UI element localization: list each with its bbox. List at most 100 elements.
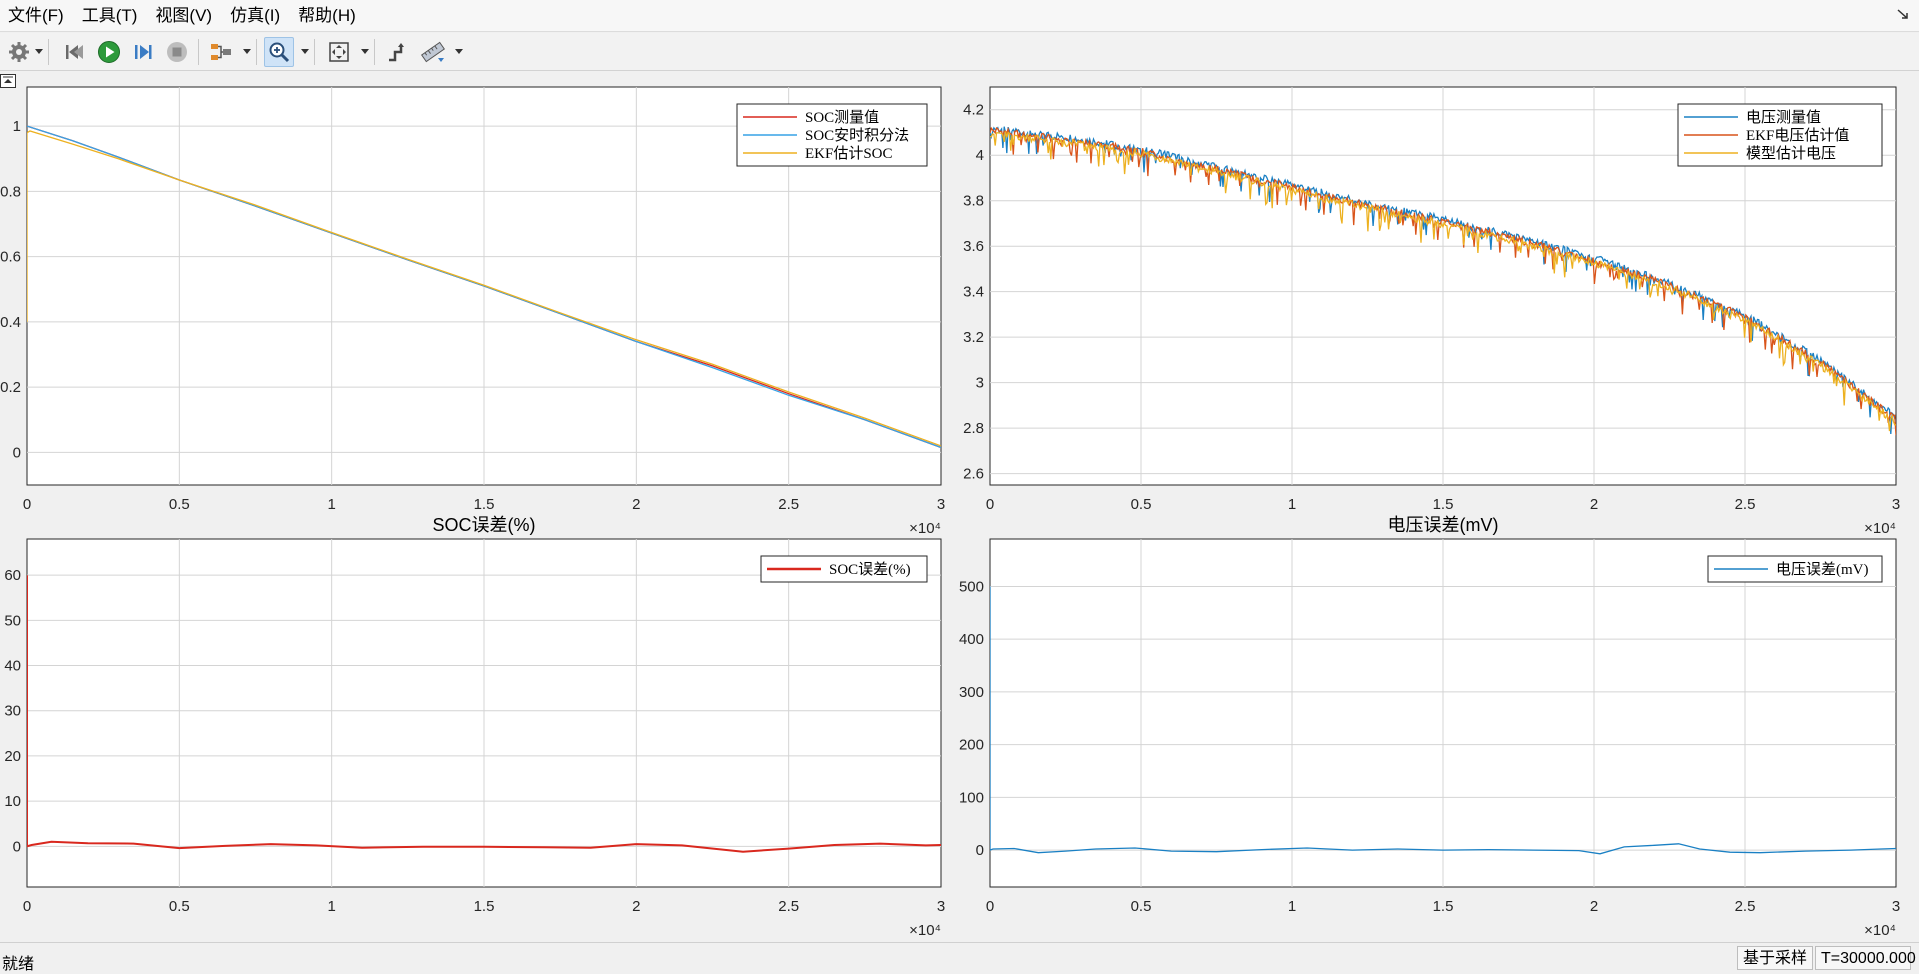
signal-select-dropdown[interactable] <box>242 37 252 67</box>
x-tick-label: 3 <box>1892 898 1900 915</box>
y-tick-label: 300 <box>959 684 984 701</box>
step-forward-button[interactable] <box>128 37 158 67</box>
chart-2: 0 0.5 1 1.5 2 2.5 3 2.6 2.8 3 3.2 3.4 3.6 3.8 4 4.2 ×10⁴… <box>963 86 1900 537</box>
legend: 电压误差(mV) <box>1707 555 1883 583</box>
simulation-time-readout: T=30000.000 <box>1815 946 1916 970</box>
legend-label: SOC安时积分法 <box>805 127 909 144</box>
menu-simulation[interactable]: 仿真(I) <box>230 5 281 25</box>
y-tick-label: 500 <box>959 578 984 595</box>
x-tick-label: 0.5 <box>1131 898 1152 915</box>
series-line <box>990 131 1896 432</box>
legend-label: SOC测量值 <box>805 109 879 126</box>
y-tick-label: 4 <box>976 147 984 164</box>
undock-arrow-icon[interactable] <box>1895 6 1911 22</box>
ruler-measure-button[interactable] <box>418 37 448 67</box>
x-tick-label: 2.5 <box>778 898 799 915</box>
x-tick-label: 0 <box>23 496 31 513</box>
chevron-down-icon <box>35 49 43 54</box>
zoom-in-button[interactable] <box>264 37 294 67</box>
chart-4: 0 0.5 1 1.5 2 2.5 3 0 100 200 300 400 500 ×10⁴ 电压误差(mV… <box>959 515 1900 939</box>
x-tick-label: 1 <box>1288 496 1296 513</box>
toolbar-divider <box>198 39 199 65</box>
series-line <box>990 586 1896 855</box>
zoom-in-icon <box>269 42 290 63</box>
run-button[interactable] <box>94 37 124 67</box>
x-tick-label: 1.5 <box>474 898 495 915</box>
step-back-button[interactable] <box>60 37 90 67</box>
chevron-down-icon <box>243 49 251 54</box>
x-tick-label: 2.5 <box>1735 898 1756 915</box>
y-tick-label: 3.4 <box>963 284 984 301</box>
legend-label: 模型估计电压 <box>1746 145 1836 162</box>
menu-file[interactable]: 文件(F) <box>8 5 64 25</box>
toolbar-divider <box>374 39 375 65</box>
y-tick-label: 3.8 <box>963 193 984 210</box>
undock-panel-icon[interactable] <box>0 74 16 88</box>
x-tick-label: 1.5 <box>1433 898 1454 915</box>
y-tick-label: 3.6 <box>963 238 984 255</box>
status-bar: 就绪 基于采样 T=30000.000 <box>0 942 1919 974</box>
x-tick-label: 0 <box>986 496 994 513</box>
legend-label: EKF估计SOC <box>805 145 893 162</box>
sample-mode-indicator: 基于采样 <box>1736 946 1813 970</box>
chart-title: 电压误差(mV) <box>1388 515 1499 535</box>
y-tick-label: 2.6 <box>963 466 984 483</box>
y-tick-label: 10 <box>4 793 21 810</box>
zoom-dropdown[interactable] <box>300 37 310 67</box>
step-back-icon <box>66 45 83 59</box>
x-tick-label: 2 <box>1590 898 1598 915</box>
y-tick-label: 3 <box>976 375 984 392</box>
y-tick-label: 400 <box>959 631 984 648</box>
gear-icon <box>9 42 29 62</box>
chart-title: SOC误差(%) <box>433 515 536 535</box>
cursor-measure-button[interactable] <box>382 37 412 67</box>
fit-dropdown[interactable] <box>360 37 370 67</box>
toolbar-divider <box>48 39 49 65</box>
legend-label: 电压测量值 <box>1746 109 1821 126</box>
legend-label: EKF电压估计值 <box>1746 127 1849 144</box>
legend-label: 电压误差(mV) <box>1776 561 1869 578</box>
chart-1: 0 0.5 1 1.5 2 2.5 300.20.40.60.81×10⁴SOC测量值SOC… <box>0 86 945 537</box>
x-tick-label: 1 <box>1288 898 1296 915</box>
y-tick-label: 30 <box>4 703 21 720</box>
x-tick-label: 2 <box>1590 496 1598 513</box>
series-line <box>27 575 941 853</box>
measure-dropdown[interactable] <box>454 37 464 67</box>
x-tick-label: 1.5 <box>1433 496 1454 513</box>
menu-help[interactable]: 帮助(H) <box>298 5 356 25</box>
series-line <box>27 130 941 447</box>
plot-canvas[interactable]: 0 0.5 1 1.5 2 2.5 300.20.40.60.81×10⁴SOC测量值SOC… <box>0 72 1919 942</box>
settings-dropdown[interactable] <box>34 37 44 67</box>
settings-button[interactable] <box>4 37 34 67</box>
fit-to-view-button[interactable] <box>324 37 354 67</box>
x-tick-label: 2 <box>632 496 640 513</box>
signal-select-button[interactable] <box>206 37 236 67</box>
x-tick-label: 2.5 <box>778 496 799 513</box>
series-line <box>27 125 941 449</box>
x-tick-label: 0.5 <box>169 496 190 513</box>
cursor-measure-icon <box>389 43 404 62</box>
chevron-down-icon <box>301 49 309 54</box>
x-exponent-label: ×10⁴ <box>1864 520 1896 537</box>
menu-view[interactable]: 视图(V) <box>155 5 213 25</box>
x-tick-label: 0 <box>986 898 994 915</box>
menu-tools[interactable]: 工具(T) <box>81 5 138 25</box>
x-tick-label: 2.5 <box>1735 496 1756 513</box>
x-tick-label: 3 <box>937 898 945 915</box>
status-ready-text: 就绪 <box>2 956 35 973</box>
x-tick-label: 0 <box>23 898 31 915</box>
x-tick-label: 1.5 <box>474 496 495 513</box>
legend-label: SOC误差(%) <box>829 561 911 578</box>
fit-to-view-icon <box>329 42 349 62</box>
y-tick-label: 0 <box>13 838 21 855</box>
toolbar-divider <box>256 39 257 65</box>
plot-area: 0 0.5 1 1.5 2 2.5 3 0 0.2 0.4 0.6 0.8 1 ×10⁴ SOC测量值 SOC… <box>0 72 1919 942</box>
y-tick-label: 0.6 <box>0 249 21 266</box>
stop-button[interactable] <box>162 37 192 67</box>
y-tick-label: 0.8 <box>0 183 21 200</box>
x-exponent-label: ×10⁴ <box>909 922 941 939</box>
ruler-measure-icon <box>420 41 446 63</box>
chevron-down-icon <box>455 49 463 54</box>
